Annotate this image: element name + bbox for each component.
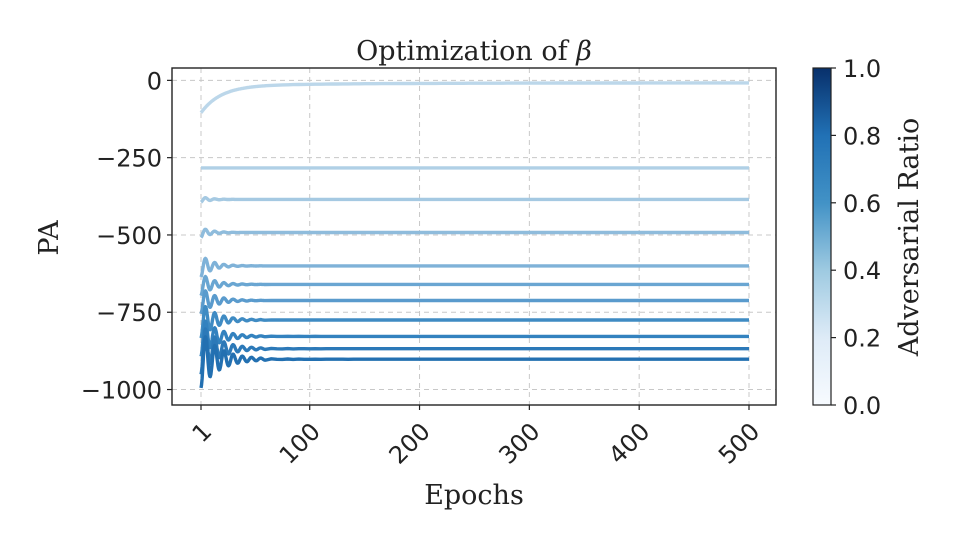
colorbar: [812, 67, 832, 406]
y-axis-ticks: 0 −250 −500 −750 −1000: [81, 67, 172, 405]
y-tick-label: −750: [96, 299, 162, 327]
chart-title: Optimization of β: [356, 36, 592, 67]
x-tick-label: 100: [274, 417, 326, 469]
x-tick-label: 300: [493, 417, 545, 469]
y-tick-label: −250: [96, 145, 162, 173]
colorbar-label: Adversarial Ratio: [894, 118, 925, 358]
series-line: [199, 289, 749, 315]
y-axis-label: PA: [34, 220, 65, 256]
series-line: [199, 256, 749, 278]
x-tick-label: 400: [603, 417, 655, 469]
y-tick-label: −500: [96, 222, 162, 250]
series-line: [199, 304, 749, 339]
colorbar-tick-label: 0.6: [843, 190, 881, 218]
series-line: [199, 274, 749, 297]
plot-frame: [171, 67, 777, 406]
series-line: [199, 81, 749, 114]
chart-title-text: Optimization of: [356, 36, 569, 67]
grid-lines: [172, 68, 776, 405]
colorbar-tick-label: 0.4: [843, 257, 881, 285]
colorbar-ticks: 0.0 0.2 0.4 0.6 0.8 1.0: [831, 55, 881, 420]
y-tick-label: −1000: [81, 377, 162, 405]
colorbar-tick-label: 0.8: [843, 122, 881, 150]
series-line: [199, 335, 749, 389]
x-axis-ticks: 1 100 200 300 400 500: [187, 405, 765, 470]
x-axis-label: Epochs: [424, 480, 524, 511]
colorbar-tick-label: 1.0: [843, 55, 881, 83]
series-line: [199, 195, 749, 204]
series-lines: [199, 81, 749, 389]
series-line: [199, 227, 749, 239]
x-tick-label: 500: [713, 417, 765, 469]
series-line: [199, 319, 749, 357]
series-line: [199, 327, 749, 375]
chart-title-symbol: β: [575, 36, 592, 67]
colorbar-tick-label: 0.0: [843, 392, 881, 420]
colorbar-tick-label: 0.2: [843, 325, 881, 353]
x-tick-label: 1: [187, 417, 218, 448]
y-tick-label: 0: [147, 67, 162, 95]
x-tick-label: 200: [384, 417, 436, 469]
